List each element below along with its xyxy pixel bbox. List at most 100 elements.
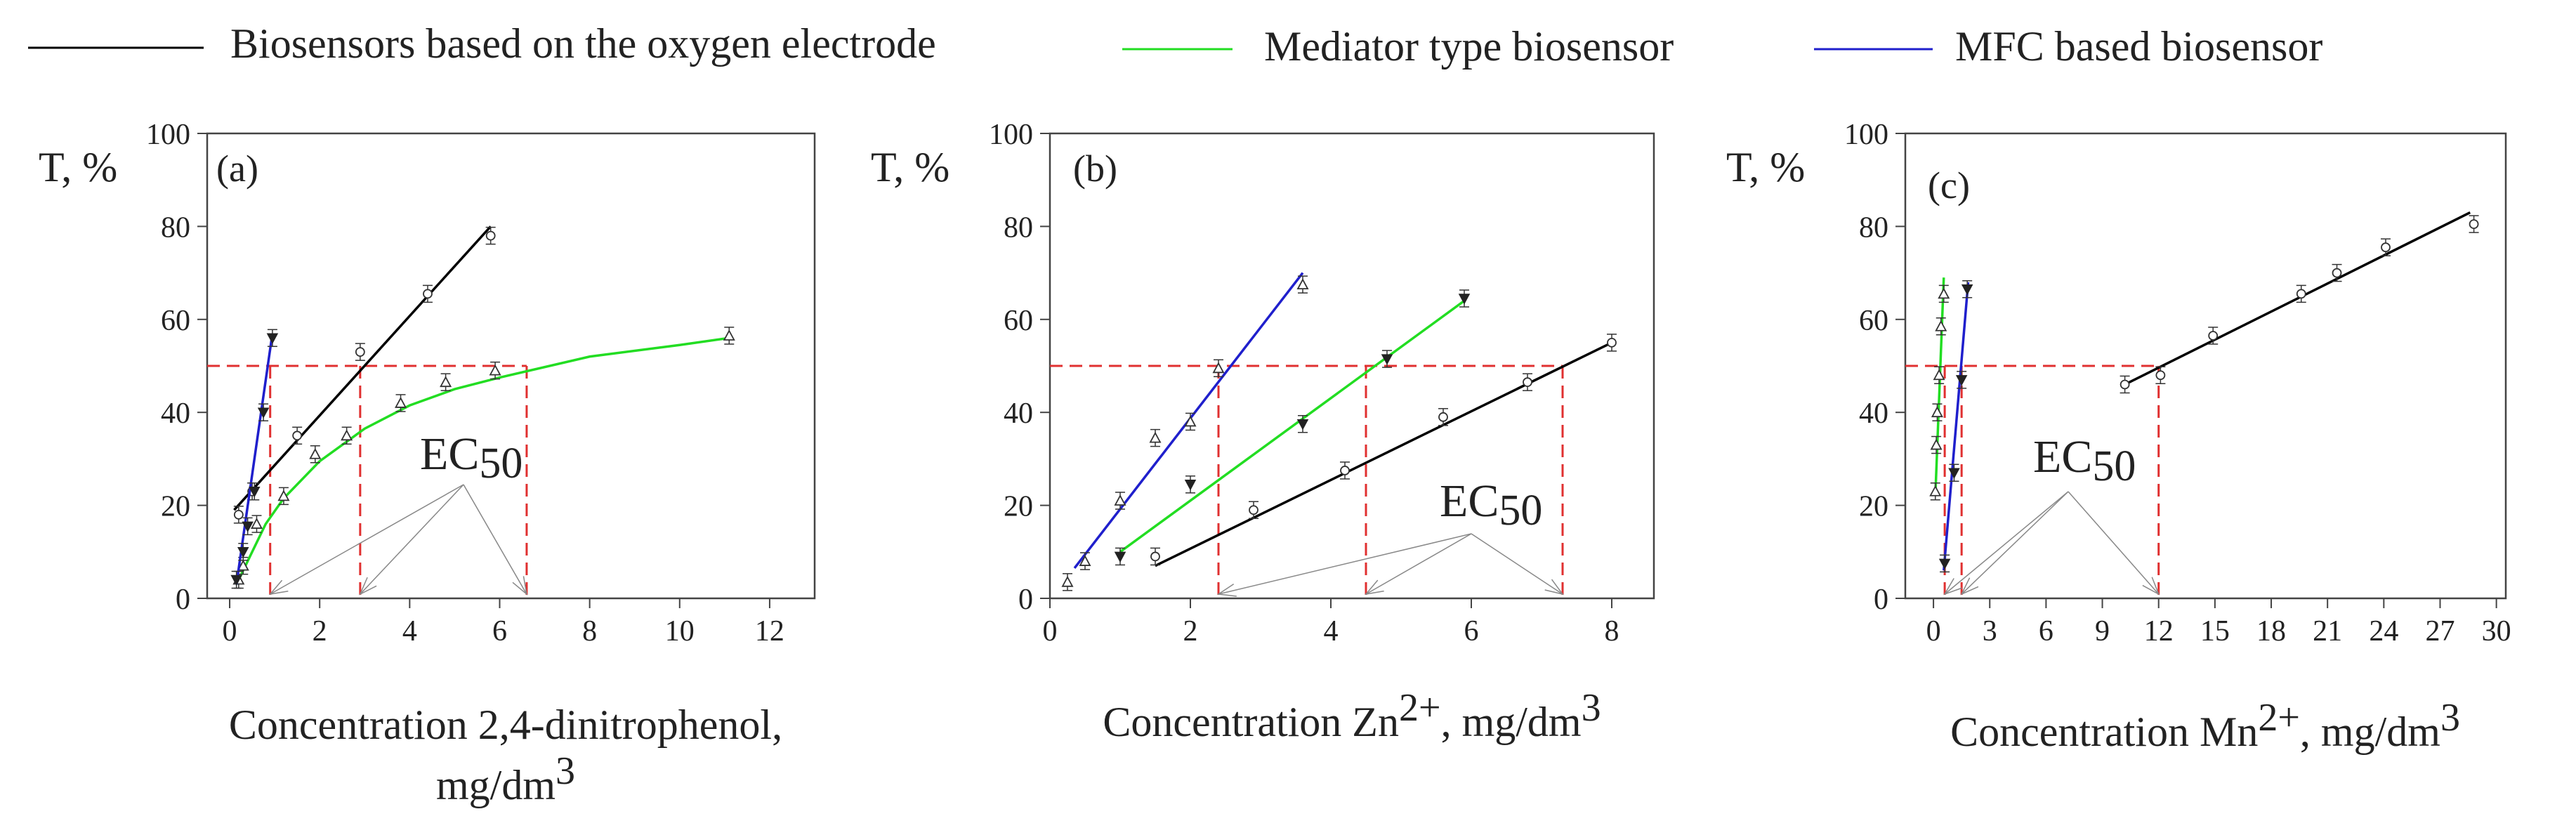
panel-c-xlabel: Concentration Mn2+, mg/dm3 [1950,696,2460,755]
panel-c-xtick-label: 21 [2313,615,2342,648]
panel-c-ec50-arrow [1961,491,2069,595]
panel-a-mediator-point [277,489,290,501]
panel-b-ytick-label: 20 [1004,491,1033,523]
panel-a-xtick-label: 6 [492,615,507,648]
panel-a-ytick-label: 80 [161,211,190,244]
panel-c-ec50-arrow [2068,491,2160,595]
panel-c-ec50-arrowhead [1943,578,1962,596]
panel-a-ec50-arrow [270,484,464,595]
panel-c-xtick-label: 27 [2425,615,2455,648]
panel-c-xtick-label: 24 [2369,615,2398,648]
panel-b-mfc-point [1184,415,1197,427]
panel-a-ec50-arrows [268,484,528,596]
panel-b-ylabel: T, % [871,144,949,190]
panel-a-ec50-arrowhead [359,577,377,596]
panel-c-ec50-arrow [1944,491,2069,595]
panel-b-ytick-label: 80 [1004,211,1033,244]
legend-mediator-label: Mediator type biosensor [1264,23,1674,70]
panel-c-mediator-point [1933,369,1945,381]
panel-b-ec50-arrow [1218,533,1472,595]
panel-a-mfc-point [249,486,261,498]
panel-b-oxygen-electrode-point [1150,551,1160,562]
panel-c-threshold-lines [1905,364,2160,598]
panel-a-oxygen-electrode-point [355,347,365,357]
panel-a-mediator-point [237,559,249,571]
panel-a-label: (a) [216,147,258,190]
panel-b-ec50-arrowhead [1544,579,1564,596]
panel-b-oxygen-electrode-point [1249,505,1259,515]
panel-c-ytick-label: 20 [1859,491,1888,523]
panel-c-ytick-label: 80 [1859,211,1888,244]
panel-a-threshold-lines [207,364,528,598]
panel-c-mfc-point [1948,468,1960,479]
panel-b-mediator-point [1381,354,1393,365]
panel-a-ytick-label: 60 [161,305,190,337]
panel-b-ec50-label: EC50 [1440,475,1542,534]
panel-b-ytick-label: 0 [1018,584,1033,616]
panel-a-xlabel-line-2: mg/dm3 [436,749,575,808]
panel-b-xtick-label: 6 [1464,615,1479,648]
panel-c-mfc-point [1961,284,1973,296]
legend-mfc-label: MFC based biosensor [1955,23,2322,70]
chart-panel-a: T, % (a) 0 2 4 6 8 10 12 0 20 40 60 80 100 EC50 Conc… [39,119,816,808]
panel-b-mfc-point [1079,555,1091,566]
panel-b-ytick-label: 40 [1004,397,1033,430]
panel-a-ylabel: T, % [39,144,117,190]
panel-c-ytick-label: 60 [1859,305,1888,337]
panel-a-oxygen-electrode-point [233,509,244,520]
panel-a-ec50-arrow [463,484,527,595]
panel-a-mfc-point [237,547,249,558]
legend-oxygen-electrode-label: Biosensors based on the oxygen electrode [230,20,936,67]
panel-c-mediator-point [1935,320,1947,331]
panel-b-oxygen-electrode-point [1438,412,1448,422]
panel-a-mediator-fit-curve [235,336,730,585]
panel-b-ec50-arrow [1471,533,1563,595]
panel-a-xtick-label: 0 [223,615,237,648]
panel-a-mfc-fit-line [235,333,274,585]
panel-c-xtick-label: 6 [2039,615,2053,648]
panel-c-oxygen-electrode-point [2381,242,2391,253]
panel-b-xtick-label: 2 [1183,615,1198,648]
panel-b-mfc-point [1061,575,1074,587]
panel-a-mediator-point [395,397,407,408]
panel-b-ec50-arrowhead [1365,579,1384,596]
panel-c-ytick-label: 0 [1874,584,1888,616]
panel-c-xtick-label: 12 [2144,615,2174,648]
panel-c-xtick-label: 30 [2482,615,2511,648]
panel-a-mediator-point [723,329,735,341]
panel-c-ec50-arrowhead [1960,577,1979,596]
panel-a-oxygen-electrode-point [423,289,433,299]
panel-a-xtick-label: 2 [313,615,327,648]
panel-c-mediator-point [1938,287,1950,299]
panel-b-oxygen-electrode-point [1523,377,1532,388]
panel-a-ec50-arrow [360,484,464,595]
chart-panel-c: T, % (c) 0 3 6 9 12 15 18 21 24 27 30020406080100 … [1726,119,2511,755]
panel-c-mfc-point [1955,375,1968,386]
panel-b-threshold-lines [1050,364,1564,598]
panel-b-xtick-label: 0 [1043,615,1058,648]
panel-a-ytick-label: 20 [161,491,190,523]
panel-b-oxygen-electrode-fit-line [1155,341,1612,567]
panel-b-oxygen-electrode-point [1340,466,1350,475]
panel-a-mediator-point [489,364,501,376]
panel-c-ylabel: T, % [1726,144,1805,190]
panel-c-mediator-point [1931,406,1943,418]
panel-b-mediator-fit-line [1119,299,1466,553]
panel-c-axes: 0 3 6 9 12 15 18 21 24 27 30 0 20 40 60 80 100 [1844,119,2511,648]
panel-a-ec50-arrowhead [268,579,289,596]
panel-c-ec50-arrowhead [2142,577,2160,596]
panel-c-ytick-label: 40 [1859,397,1888,430]
panel-a-ytick-label: 100 [146,119,190,151]
panel-a-mfc-point [242,521,254,532]
panel-b-mfc-point [1296,278,1309,290]
panel-a-oxygen-electrode-fit-line [233,225,492,511]
panel-b-mfc-point [1212,362,1225,374]
panel-a-xtick-label: 4 [402,615,417,648]
panel-b-label: (b) [1073,147,1117,190]
panel-a-xlabel-line-1: Concentration 2,4-dinitrophenol, [229,702,782,748]
panel-b-mediator-point [1296,419,1309,431]
panel-b-mfc-point [1149,431,1162,443]
